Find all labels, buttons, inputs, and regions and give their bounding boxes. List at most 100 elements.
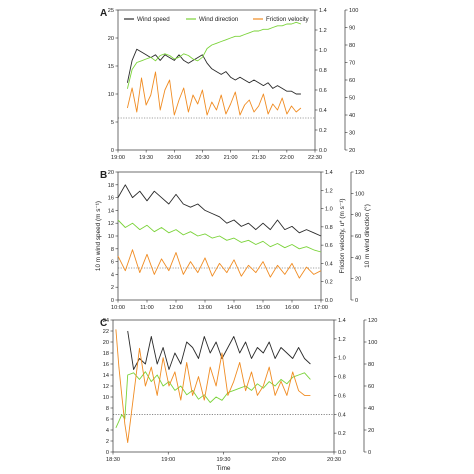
right1-tick-label: 0.2	[338, 431, 346, 437]
plot-frame	[112, 319, 335, 453]
x-tick-label: 16:00	[285, 305, 299, 311]
right2-tick-label: 60	[355, 234, 361, 240]
left-tick-label: 8	[106, 406, 109, 412]
right2-tick-label: 80	[349, 43, 355, 49]
right1-tick-label: 1.0	[319, 48, 327, 54]
legend-label: Wind direction	[199, 16, 239, 23]
x-tick-label: 15:00	[256, 305, 270, 311]
x-tick-label: 18:30	[106, 457, 120, 463]
left-tick-label: 25	[108, 8, 114, 14]
left-tick-label: 24	[103, 318, 109, 324]
series-friction-velocity-line	[126, 71, 302, 116]
plot-frame	[117, 9, 316, 151]
right1-tick-label: 0.4	[319, 108, 327, 114]
right1-tick-label: 0.8	[319, 68, 327, 74]
left-tick-label: 0	[111, 148, 114, 154]
panel-a: A 19:00 19:30 20:00 20:30 21:00 21:30 22:00 22:3…	[100, 8, 358, 161]
panel-c: C18:30 19:00 19:30 20:00 20:3002468101214161…	[100, 318, 377, 472]
left-tick-label: 14	[108, 208, 114, 214]
right2-tick-label: 100	[349, 8, 358, 14]
right1-tick-label: 1.4	[319, 8, 327, 14]
x-tick-label: 11:00	[140, 305, 154, 311]
x-tick-label: 21:00	[224, 155, 238, 161]
right2-tick-label: 100	[368, 340, 377, 346]
right1-tick-label: 1.2	[338, 337, 346, 343]
left-tick-label: 5	[111, 120, 114, 126]
right1-tick-label: 0.2	[319, 128, 327, 134]
x-tick-label: 20:00	[167, 155, 181, 161]
left-tick-label: 0	[106, 450, 109, 456]
legend-label: Friction velocity	[266, 16, 310, 23]
left-tick-label: 10	[108, 92, 114, 98]
right2-tick-label: 20	[349, 148, 355, 154]
right2-tick-label: 80	[368, 362, 374, 368]
right2-tick-label: 120	[355, 170, 364, 176]
right1-tick-label: 1.0	[325, 207, 333, 213]
right1-tick-label: 0.0	[325, 298, 333, 304]
series-wind-direction-line	[115, 371, 311, 428]
right1-tick-label: 1.4	[325, 170, 333, 176]
right1-tick-label: 0.0	[338, 450, 346, 456]
right1-axis-title: Friction velocity, u* (m s⁻¹)	[339, 199, 346, 274]
x-tick-label: 21:30	[252, 155, 266, 161]
x-tick-label: 19:30	[217, 457, 231, 463]
right2-tick-label: 0	[368, 450, 371, 456]
left-tick-label: 20	[103, 340, 109, 346]
panel-b: B 10:00 11:00 12:00 13:00 14:00 15:00 16:00 17:0…	[95, 170, 371, 311]
left-tick-label: 6	[111, 260, 114, 266]
x-tick-label: 20:30	[327, 457, 341, 463]
left-tick-label: 12	[103, 384, 109, 390]
left-tick-label: 2	[106, 439, 109, 445]
right2-tick-label: 100	[355, 191, 364, 197]
right2-axis-title: 10 m wind direction (°)	[363, 204, 371, 268]
x-tick-label: 20:30	[195, 155, 209, 161]
right2-tick-label: 70	[349, 61, 355, 67]
left-tick-label: 20	[108, 170, 114, 176]
x-tick-label: 13:00	[198, 305, 212, 311]
right1-tick-label: 1.0	[338, 356, 346, 362]
x-tick-label: 20:00	[272, 457, 286, 463]
series-wind-speed-line	[117, 184, 322, 237]
panel-letter: C	[100, 318, 107, 329]
right1-tick-label: 0.8	[338, 375, 346, 381]
right1-tick-label: 0.0	[319, 148, 327, 154]
legend-label: Wind speed	[137, 16, 170, 23]
left-tick-label: 8	[111, 247, 114, 253]
left-tick-label: 10	[108, 234, 114, 240]
right1-tick-label: 0.6	[319, 88, 327, 94]
x-tick-label: 17:00	[314, 305, 328, 311]
series-wind-speed-line	[126, 48, 301, 95]
left-tick-label: 18	[108, 183, 114, 189]
x-tick-label: 10:00	[111, 305, 125, 311]
left-tick-label: 4	[111, 272, 114, 278]
series-wind-direction-line	[117, 219, 322, 253]
left-tick-label: 18	[103, 351, 109, 357]
right1-tick-label: 0.4	[338, 412, 346, 418]
right2-tick-label: 80	[355, 213, 361, 219]
right1-tick-label: 1.2	[325, 188, 333, 194]
right1-tick-label: 0.6	[338, 393, 346, 399]
right1-tick-label: 0.4	[325, 261, 333, 267]
right2-tick-label: 20	[368, 428, 374, 434]
right1-tick-label: 0.2	[325, 280, 333, 286]
right2-tick-label: 30	[349, 131, 355, 137]
x-axis-title: Time	[217, 465, 231, 472]
right1-tick-label: 0.8	[325, 225, 333, 231]
left-tick-label: 14	[103, 373, 109, 379]
left-tick-label: 22	[103, 329, 109, 335]
panel-letter: A	[100, 8, 107, 19]
left-tick-label: 15	[108, 64, 114, 70]
left-tick-label: 4	[106, 428, 109, 434]
x-tick-label: 19:00	[111, 155, 125, 161]
right2-tick-label: 40	[368, 406, 374, 412]
left-tick-label: 20	[108, 36, 114, 42]
series-wind-direction-line	[126, 21, 302, 89]
left-axis-title: 10 m wind speed (m s⁻¹)	[95, 201, 102, 271]
right2-tick-label: 20	[355, 277, 361, 283]
right2-tick-label: 40	[355, 255, 361, 261]
x-tick-label: 19:00	[161, 457, 175, 463]
left-tick-label: 0	[111, 298, 114, 304]
left-tick-label: 12	[108, 221, 114, 227]
series-friction-velocity-line	[115, 329, 311, 444]
